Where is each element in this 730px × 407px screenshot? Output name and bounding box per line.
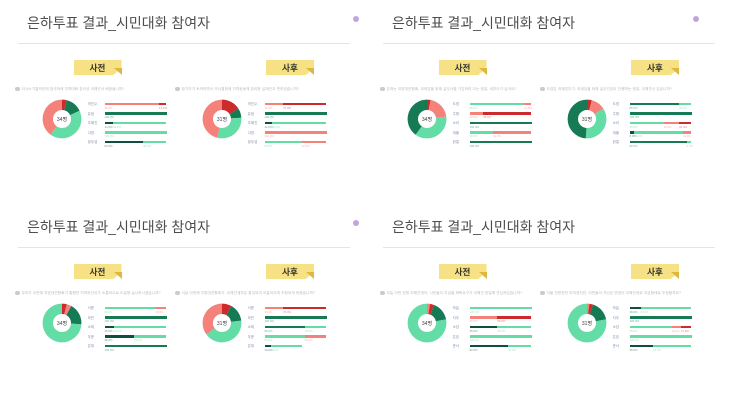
- svg-text:34명: 34명: [422, 320, 432, 327]
- svg-text:34명: 34명: [57, 116, 67, 123]
- svg-text:31명: 31명: [582, 320, 592, 327]
- svg-text:31명: 31명: [582, 116, 592, 123]
- svg-text:31명: 31명: [217, 320, 227, 327]
- svg-text:34명: 34명: [422, 116, 432, 123]
- svg-text:34명: 34명: [57, 320, 67, 327]
- svg-text:31명: 31명: [217, 116, 227, 123]
